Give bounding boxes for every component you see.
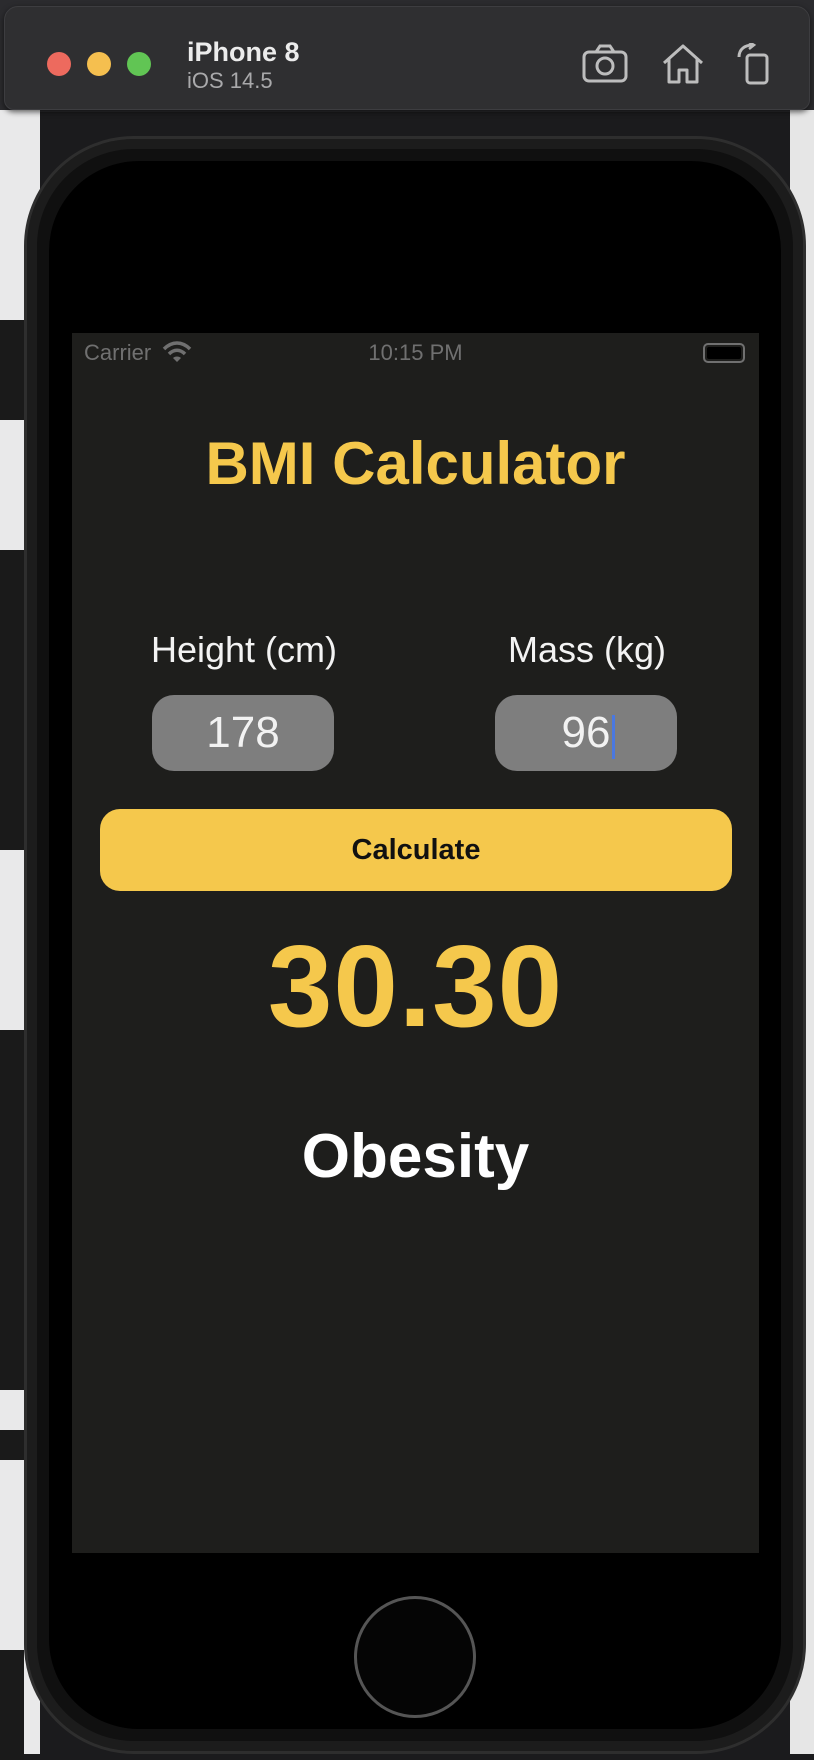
height-label: Height (cm): [150, 629, 338, 670]
device-name: iPhone 8: [187, 37, 300, 67]
close-window-button[interactable]: [47, 52, 71, 76]
zoom-window-button[interactable]: [127, 52, 151, 76]
app-title: BMI Calculator: [205, 430, 626, 497]
status-bar: Carrier 10:15 PM: [72, 333, 759, 373]
os-version: iOS 14.5: [187, 68, 273, 93]
calculate-button[interactable]: Calculate: [100, 809, 732, 891]
bmi-category: Obesity: [301, 1122, 530, 1191]
text-cursor: [612, 715, 615, 759]
minimize-window-button[interactable]: [87, 52, 111, 76]
mass-input[interactable]: [495, 695, 677, 771]
home-icon[interactable]: [659, 43, 707, 85]
height-input[interactable]: [152, 695, 334, 771]
home-button[interactable]: [354, 1596, 476, 1718]
wifi-icon: [162, 341, 192, 363]
simulator-titlebar: iPhone 8 iOS 14.5: [4, 6, 810, 110]
mass-label: Mass (kg): [507, 629, 666, 670]
battery-icon: [703, 343, 745, 363]
rotate-icon[interactable]: [733, 40, 781, 85]
bmi-result: 30.30: [267, 921, 564, 1051]
carrier-label: Carrier: [84, 340, 152, 365]
screenshot-icon[interactable]: [581, 43, 629, 85]
app-screen: Carrier 10:15 PM BMI Calculator Height (…: [72, 333, 759, 1553]
status-time: 10:15 PM: [368, 340, 463, 365]
